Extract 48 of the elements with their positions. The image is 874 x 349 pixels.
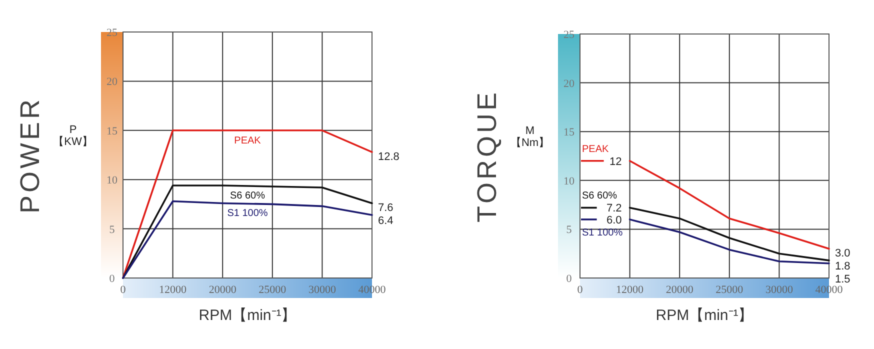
x-tick-label: 30000 — [308, 284, 336, 296]
x-axis-title: RPM【min⁻¹】 — [198, 307, 296, 324]
text: PEAK — [582, 144, 610, 155]
y-tick-label: 5 — [109, 224, 116, 236]
x-tick-label: 25000 — [716, 284, 744, 296]
y-tick-label: 15 — [564, 126, 575, 139]
data-label: 6.0 — [606, 214, 622, 226]
data-label: 1.5 — [835, 274, 850, 286]
line-series — [628, 218, 830, 264]
y-tick-label: 20 — [106, 76, 118, 88]
y-tick-label: 15 — [106, 125, 118, 138]
data-label: 7.2 — [606, 202, 622, 215]
x-tick-label: 12000 — [616, 284, 644, 296]
y-tick-label: 5 — [566, 224, 572, 236]
x-tick-label: 12000 — [159, 284, 188, 296]
x-tick-label: 20000 — [208, 284, 237, 296]
text: M 【Nm】 — [510, 125, 550, 149]
line-series — [122, 184, 373, 279]
x-tick-label: 40000 — [358, 284, 386, 296]
series-label: S6 60% — [230, 190, 266, 202]
x-tick-label: 25000 — [258, 284, 287, 296]
y-axis-title: TORQUE — [472, 89, 502, 223]
data-label: 7.6 — [378, 202, 394, 214]
series-label: PEAK — [234, 135, 262, 146]
x-tick-label: 0 — [577, 284, 584, 296]
y-tick-label: 0 — [566, 273, 572, 285]
data-label: 12 — [610, 156, 622, 168]
x-tick-label: 20000 — [666, 284, 694, 296]
x-axis-title: RPM【min⁻¹】 — [656, 307, 754, 324]
data-label: 1.8 — [835, 260, 850, 273]
y-axis-title: POWER — [15, 96, 45, 214]
data-label: 6.4 — [378, 215, 394, 228]
line-series — [628, 160, 830, 250]
text: P 【KW】 — [53, 124, 93, 148]
series-label: S1 100% — [227, 208, 268, 220]
legend-label: S1 100% — [582, 227, 623, 238]
series-label: S6 60% — [582, 190, 618, 202]
x-tick-label: 40000 — [815, 284, 844, 296]
line-series — [122, 200, 373, 279]
y-tick-label: 10 — [106, 174, 118, 187]
y-tick-label: 10 — [564, 175, 575, 188]
x-tick-label: 30000 — [765, 284, 794, 296]
data-label: 12.8 — [378, 151, 400, 164]
data-label: 3.0 — [835, 248, 850, 260]
x-tick-label: 0 — [120, 284, 126, 296]
y-tick-label: 0 — [109, 273, 116, 285]
line-series — [628, 206, 830, 262]
y-tick-label: 20 — [564, 78, 575, 90]
